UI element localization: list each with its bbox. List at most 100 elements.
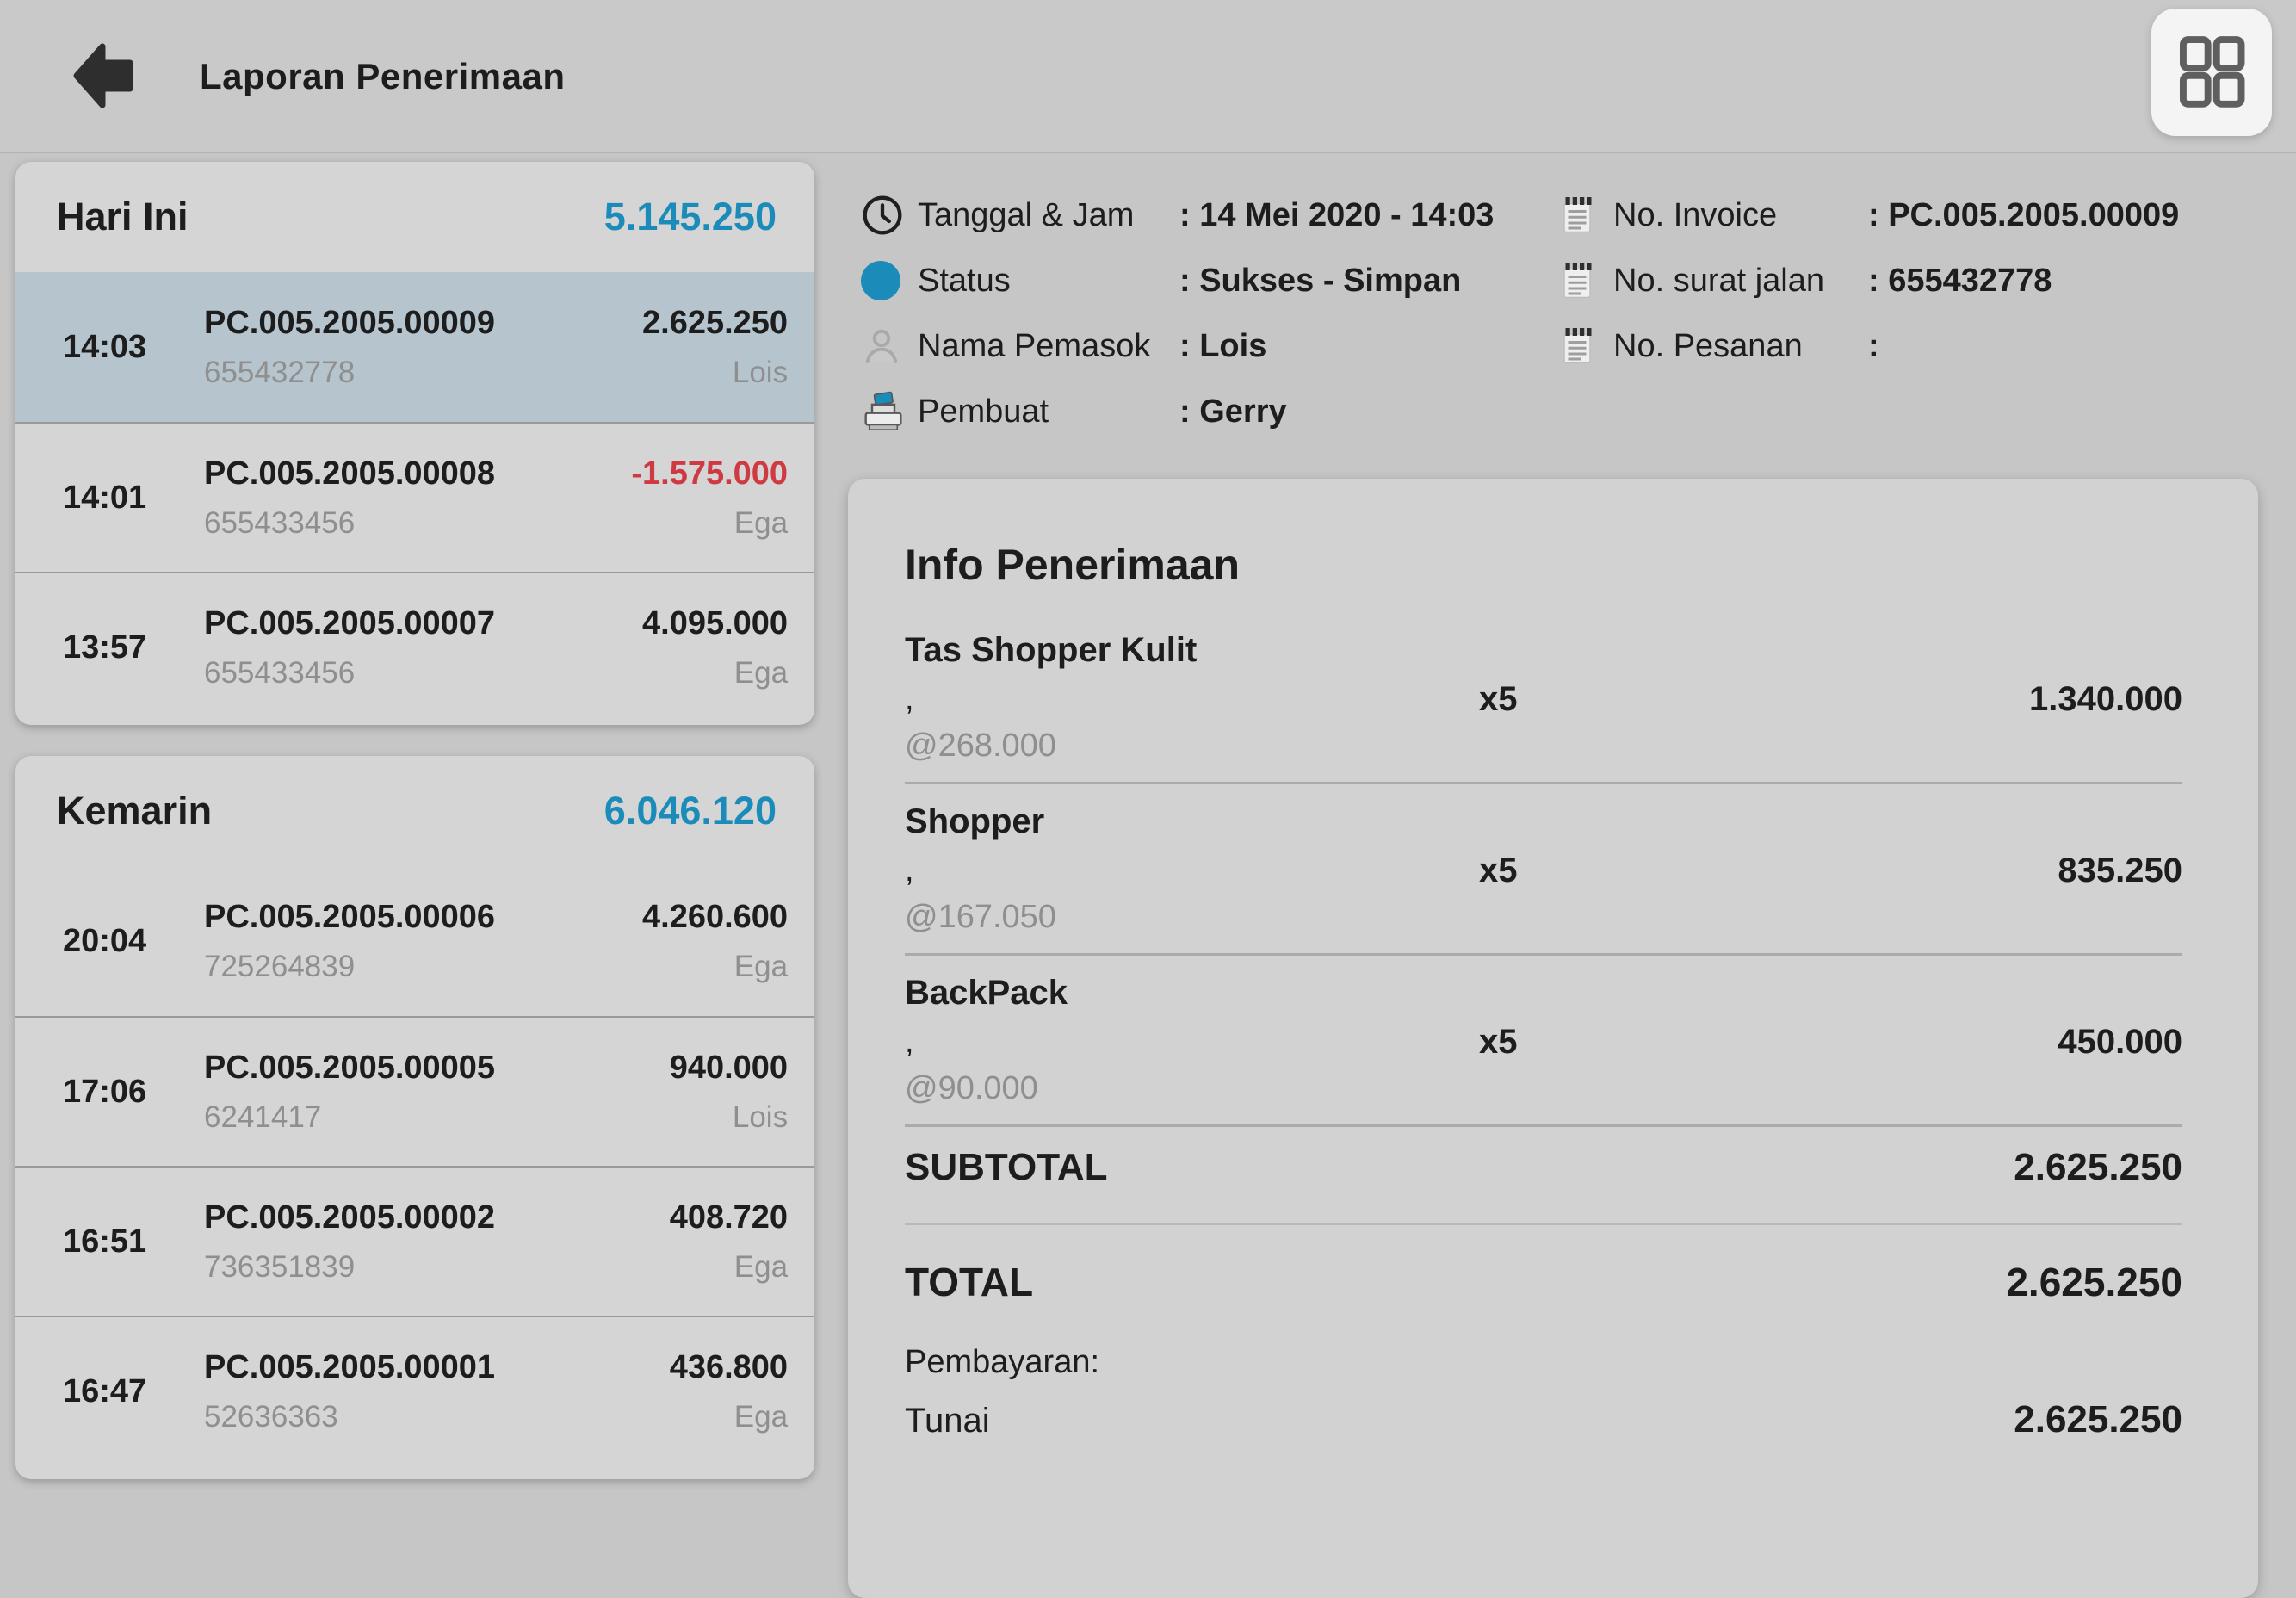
row-person: Ega bbox=[733, 1249, 789, 1284]
kebab-menu-icon[interactable] bbox=[800, 616, 814, 680]
payment-row: Tunai 2.625.250 bbox=[905, 1398, 2182, 1441]
kebab-menu-icon[interactable] bbox=[800, 1210, 814, 1274]
field-value: : Sukses - Simpan bbox=[1179, 262, 1462, 299]
printer-icon bbox=[861, 389, 918, 434]
item-variant: , bbox=[905, 681, 914, 717]
row-time: 20:04 bbox=[63, 922, 147, 959]
field-value: : 655432778 bbox=[1868, 262, 2052, 299]
detail-card-title: Info Penerimaan bbox=[905, 541, 1240, 589]
section-header: Kemarin 6.046.120 bbox=[15, 756, 814, 866]
row-amount: -1.575.000 bbox=[631, 455, 789, 492]
divider bbox=[905, 953, 2182, 956]
total-row: TOTAL 2.625.250 bbox=[905, 1260, 2182, 1304]
kebab-menu-icon[interactable] bbox=[800, 1060, 814, 1124]
field-label: Tanggal & Jam bbox=[918, 196, 1135, 233]
field-order-number: No. Pesanan : bbox=[1556, 313, 2288, 379]
row-time: 14:03 bbox=[63, 328, 147, 365]
app-bar: Laporan Penerimaan bbox=[0, 0, 2296, 153]
notepad-icon bbox=[1556, 260, 1613, 301]
table-row[interactable]: 14:01 PC.005.2005.00008 655433456 -1.575… bbox=[15, 422, 814, 572]
row-reference-number: 655433456 bbox=[204, 655, 356, 690]
row-invoice-number: PC.005.2005.00005 bbox=[204, 1049, 496, 1086]
section-title: Kemarin bbox=[57, 789, 213, 833]
row-time: 16:51 bbox=[63, 1223, 147, 1260]
row-invoice-number: PC.005.2005.00007 bbox=[204, 604, 496, 641]
item-variant: , bbox=[905, 1024, 914, 1060]
subtotal-row: SUBTOTAL 2.625.250 bbox=[905, 1146, 2182, 1189]
row-amount: 940.000 bbox=[669, 1049, 789, 1086]
detail-fields-right: No. Invoice : PC.005.2005.00009 No. sura… bbox=[1556, 183, 2288, 379]
row-reference-number: 52636363 bbox=[204, 1399, 338, 1434]
row-reference-number: 655432778 bbox=[204, 355, 356, 389]
row-person: Lois bbox=[732, 1099, 789, 1134]
table-row[interactable]: 17:06 PC.005.2005.00005 6241417 940.000 … bbox=[15, 1016, 814, 1166]
section-header: Hari Ini 5.145.250 bbox=[15, 162, 814, 272]
row-amount: 2.625.250 bbox=[642, 304, 789, 341]
line-item: Shopper , x5 835.250 @167.050 bbox=[905, 802, 2182, 936]
kebab-menu-icon[interactable] bbox=[800, 466, 814, 530]
clock-icon bbox=[861, 194, 918, 237]
field-delivery-note-number: No. surat jalan : 655432778 bbox=[1556, 248, 2288, 313]
row-amount: 4.260.600 bbox=[642, 898, 789, 935]
field-value: : Lois bbox=[1179, 327, 1267, 364]
row-reference-number: 6241417 bbox=[204, 1099, 322, 1134]
payment-method: Tunai bbox=[905, 1402, 990, 1440]
item-amount: 1.340.000 bbox=[2029, 680, 2182, 718]
row-person: Lois bbox=[732, 355, 789, 389]
status-dot-icon bbox=[861, 261, 918, 300]
back-button[interactable] bbox=[69, 43, 148, 112]
table-row[interactable]: 16:47 PC.005.2005.00001 52636363 436.800… bbox=[15, 1316, 814, 1465]
item-name: BackPack bbox=[905, 974, 1068, 1012]
item-quantity: x5 bbox=[1479, 1023, 1518, 1061]
kebab-menu-icon[interactable] bbox=[800, 909, 814, 974]
field-value: : bbox=[1868, 327, 1879, 364]
row-time: 14:01 bbox=[63, 479, 147, 516]
field-label: No. Invoice bbox=[1613, 196, 1778, 233]
table-row[interactable]: 14:03 PC.005.2005.00009 655432778 2.625.… bbox=[15, 272, 814, 422]
row-reference-number: 725264839 bbox=[204, 949, 356, 983]
field-label: Status bbox=[918, 262, 1011, 299]
field-label: No. Pesanan bbox=[1613, 327, 1803, 364]
grid-menu-button[interactable] bbox=[2151, 9, 2272, 136]
divider bbox=[905, 1124, 2182, 1127]
row-invoice-number: PC.005.2005.00009 bbox=[204, 304, 496, 341]
row-person: Ega bbox=[733, 949, 789, 983]
table-row[interactable]: 13:57 PC.005.2005.00007 655433456 4.095.… bbox=[15, 572, 814, 722]
page-title: Laporan Penerimaan bbox=[200, 56, 566, 96]
field-creator: Pembuat : Gerry bbox=[861, 379, 1541, 444]
item-name: Shopper bbox=[905, 802, 1045, 840]
item-unit-price: @268.000 bbox=[905, 728, 1056, 764]
row-invoice-number: PC.005.2005.00008 bbox=[204, 455, 496, 492]
kebab-menu-icon[interactable] bbox=[800, 1360, 814, 1424]
line-item: Tas Shopper Kulit , x5 1.340.000 @268.00… bbox=[905, 630, 2182, 765]
payment-label: Pembayaran: bbox=[905, 1344, 1100, 1380]
item-unit-price: @90.000 bbox=[905, 1070, 1038, 1106]
total-label: TOTAL bbox=[905, 1260, 1034, 1304]
table-row[interactable]: 16:51 PC.005.2005.00002 736351839 408.72… bbox=[15, 1166, 814, 1316]
field-value: : PC.005.2005.00009 bbox=[1868, 196, 2180, 233]
row-reference-number: 655433456 bbox=[204, 505, 356, 540]
back-arrow-icon bbox=[71, 41, 145, 115]
item-quantity: x5 bbox=[1479, 852, 1518, 889]
row-person: Ega bbox=[733, 1399, 789, 1434]
table-row[interactable]: 20:04 PC.005.2005.00006 725264839 4.260.… bbox=[15, 866, 814, 1016]
row-time: 16:47 bbox=[63, 1372, 147, 1409]
notepad-icon bbox=[1556, 325, 1613, 367]
row-invoice-number: PC.005.2005.00001 bbox=[204, 1348, 496, 1385]
field-status: Status : Sukses - Simpan bbox=[861, 248, 1541, 313]
field-label: Pembuat bbox=[918, 393, 1049, 430]
row-time: 13:57 bbox=[63, 629, 147, 666]
row-amount: 4.095.000 bbox=[642, 604, 789, 641]
field-label: Nama Pemasok bbox=[918, 327, 1151, 364]
item-variant: , bbox=[905, 852, 914, 889]
section-total: 6.046.120 bbox=[603, 789, 777, 833]
total-value: 2.625.250 bbox=[2006, 1260, 2182, 1304]
field-date-time: Tanggal & Jam : 14 Mei 2020 - 14:03 bbox=[861, 183, 1541, 248]
row-amount: 436.800 bbox=[669, 1348, 789, 1385]
kebab-menu-icon[interactable] bbox=[800, 315, 814, 380]
line-item: BackPack , x5 450.000 @90.000 bbox=[905, 973, 2182, 1107]
divider bbox=[905, 782, 2182, 784]
section-card-today: Hari Ini 5.145.250 14:03 PC.005.2005.000… bbox=[15, 162, 814, 725]
field-value: : Gerry bbox=[1179, 393, 1287, 430]
receipt-detail-card: Info Penerimaan Tas Shopper Kulit , x5 1… bbox=[848, 479, 2258, 1598]
